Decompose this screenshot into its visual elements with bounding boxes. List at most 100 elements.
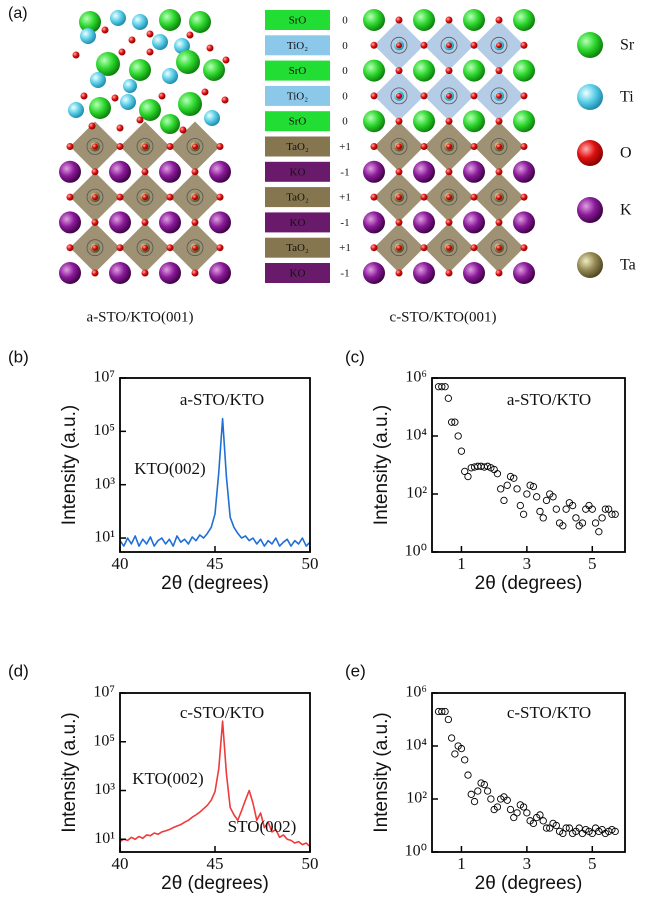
x-tick-label: 40 bbox=[112, 554, 129, 573]
x-axis-label: 2θ (degrees) bbox=[475, 873, 583, 894]
data-point bbox=[579, 830, 585, 836]
annotation: KTO(002) bbox=[134, 459, 205, 478]
y-tick-label: 10⁶ bbox=[405, 369, 427, 386]
data-point bbox=[573, 515, 579, 521]
atom bbox=[496, 67, 503, 74]
data-point bbox=[484, 788, 490, 794]
atom bbox=[446, 194, 452, 200]
atom bbox=[496, 194, 502, 200]
atom bbox=[513, 9, 535, 31]
atom bbox=[92, 144, 98, 150]
y-tick-label: 10¹ bbox=[94, 830, 115, 847]
atom bbox=[89, 123, 96, 130]
atom bbox=[396, 67, 403, 74]
x-tick-label: 45 bbox=[207, 854, 224, 873]
x-tick-label: 3 bbox=[523, 554, 532, 573]
panel-label: (a) bbox=[8, 5, 28, 22]
data-point bbox=[537, 508, 543, 514]
atom bbox=[396, 17, 403, 24]
data-point bbox=[563, 506, 569, 512]
atom bbox=[396, 168, 403, 175]
y-tick-label: 10⁵ bbox=[93, 422, 115, 439]
atom bbox=[59, 262, 81, 284]
atom bbox=[513, 211, 535, 233]
layer-label: KO bbox=[290, 166, 306, 178]
atom bbox=[162, 68, 178, 84]
atom bbox=[496, 219, 503, 226]
atom bbox=[463, 110, 485, 132]
data-point bbox=[599, 515, 605, 521]
atom bbox=[142, 219, 149, 226]
atom bbox=[89, 97, 111, 119]
y-tick-label: 10³ bbox=[94, 475, 115, 492]
data-point bbox=[507, 806, 513, 812]
data-point bbox=[488, 796, 494, 802]
plot-area bbox=[120, 419, 310, 546]
legend-atom bbox=[577, 140, 603, 166]
atom bbox=[167, 143, 174, 150]
atom bbox=[176, 50, 200, 74]
atom bbox=[192, 270, 199, 277]
data-point bbox=[465, 473, 471, 479]
legend-label: Sr bbox=[620, 37, 635, 54]
x-tick-label: 50 bbox=[302, 554, 319, 573]
atom bbox=[147, 49, 154, 56]
atom bbox=[446, 118, 453, 125]
data-point bbox=[494, 471, 500, 477]
atom bbox=[129, 37, 136, 44]
atom bbox=[371, 92, 378, 99]
y-tick-label: 10⁵ bbox=[93, 732, 115, 749]
atom bbox=[192, 194, 198, 200]
atom bbox=[371, 42, 378, 49]
atom bbox=[92, 219, 99, 226]
data-point bbox=[452, 751, 458, 757]
atom bbox=[137, 117, 144, 124]
atom bbox=[496, 245, 502, 251]
atom bbox=[446, 270, 453, 277]
legend-label: Ta bbox=[620, 257, 636, 274]
atom bbox=[363, 262, 385, 284]
data-point bbox=[514, 810, 520, 816]
annotation: KTO(002) bbox=[132, 769, 203, 788]
atom bbox=[117, 194, 124, 201]
atom bbox=[59, 161, 81, 183]
atom bbox=[521, 92, 528, 99]
layer-charge: -1 bbox=[340, 268, 349, 280]
atom bbox=[80, 28, 96, 44]
atom bbox=[159, 93, 166, 100]
atom bbox=[446, 144, 452, 150]
atom bbox=[90, 72, 106, 88]
atom bbox=[92, 245, 98, 251]
page: (a) SrO0TiO₂0SrO0TiO₂0SrO0TaO₂+1KO-1TaO₂… bbox=[0, 0, 654, 899]
atom bbox=[396, 194, 402, 200]
atom bbox=[413, 110, 435, 132]
layer-charge: 0 bbox=[342, 90, 348, 102]
y-tick-label: 10⁰ bbox=[405, 543, 427, 560]
atom bbox=[496, 168, 503, 175]
atom bbox=[217, 143, 224, 150]
atom bbox=[446, 245, 452, 251]
atom bbox=[471, 244, 478, 251]
atom bbox=[446, 67, 453, 74]
data-point bbox=[592, 520, 598, 526]
atom bbox=[109, 161, 131, 183]
atom bbox=[521, 244, 528, 251]
atom bbox=[223, 57, 230, 64]
atom bbox=[513, 60, 535, 82]
atom bbox=[396, 219, 403, 226]
atom bbox=[363, 9, 385, 31]
layer-label: TaO₂ bbox=[286, 141, 309, 153]
atom bbox=[159, 262, 181, 284]
data-point bbox=[520, 511, 526, 517]
atom bbox=[413, 60, 435, 82]
atom bbox=[413, 161, 435, 183]
atom bbox=[222, 97, 229, 104]
atom bbox=[67, 143, 74, 150]
atom bbox=[421, 143, 428, 150]
atom bbox=[471, 194, 478, 201]
atom bbox=[209, 211, 231, 233]
atom bbox=[202, 89, 209, 96]
atom bbox=[371, 143, 378, 150]
data-point bbox=[445, 395, 451, 401]
layer-charge: -1 bbox=[340, 217, 349, 229]
